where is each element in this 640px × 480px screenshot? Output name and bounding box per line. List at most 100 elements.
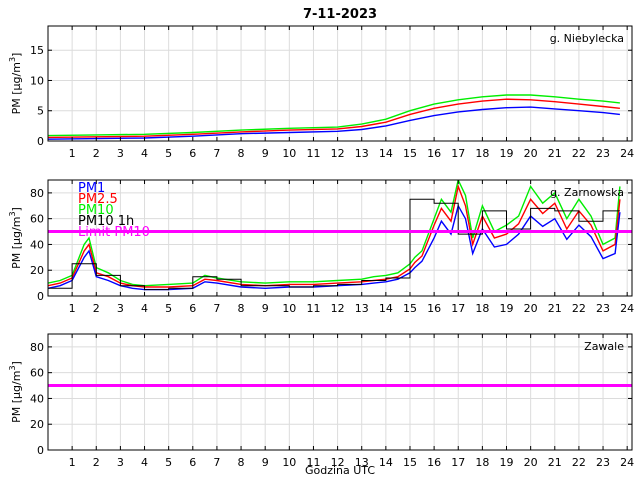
x-tick-label: 5	[165, 456, 172, 469]
series-pm1	[48, 203, 621, 291]
chart-title: 7-11-2023	[303, 7, 377, 22]
x-tick-label: 7	[213, 302, 220, 315]
x-tick-label: 9	[262, 147, 269, 160]
y-tick-label: 80	[30, 187, 44, 200]
panel-1: 1 2 3 4 5 6 7 8 9 10 11 12 13 14 15 16 17 18 19 20 21 22 23 240…	[8, 25, 634, 160]
axes-box	[47, 333, 633, 451]
panel-2: 1 2 3 4 5 6 7 8 9 10 11 12 13 14 15 16 17 18 19 20 21 22 23 240…	[8, 179, 634, 315]
x-tick-label: 4	[141, 147, 148, 160]
x-tick-label: 10	[282, 456, 296, 469]
x-tick-label: 20	[524, 456, 538, 469]
x-tick-label: 7	[213, 456, 220, 469]
x-tick-label: 18	[475, 456, 489, 469]
y-tick-label: 0	[37, 444, 44, 457]
plot-area	[48, 180, 632, 291]
x-tick-label: 15	[403, 147, 417, 160]
x-axis-label: Godzina UTC	[305, 464, 375, 477]
x-tick-label: 22	[572, 456, 586, 469]
x-tick-label: 16	[427, 456, 441, 469]
x-tick-label: 14	[379, 456, 393, 469]
axes-box	[47, 179, 633, 297]
axes-box	[47, 25, 633, 142]
y-axis-label-close: ]	[10, 207, 23, 211]
y-tick-label: 40	[30, 392, 44, 405]
y-tick-label: 20	[30, 418, 44, 431]
x-tick-label: 11	[306, 147, 320, 160]
x-tick-label: 10	[282, 147, 296, 160]
x-tick-label: 13	[355, 456, 369, 469]
x-tick-label: 15	[403, 456, 417, 469]
x-tick-label: 21	[548, 302, 562, 315]
x-tick-label: 2	[93, 456, 100, 469]
x-tick-label: 19	[500, 302, 514, 315]
y-tick-label: 40	[30, 238, 44, 251]
x-tick-label: 13	[355, 147, 369, 160]
x-tick-label: 3	[117, 147, 124, 160]
x-tick-label: 21	[548, 147, 562, 160]
site-name: g. Zarnowska	[550, 186, 624, 199]
x-tick-label: 22	[572, 302, 586, 315]
x-tick-label: 24	[620, 302, 634, 315]
site-name: g. Niebylecka	[550, 32, 624, 45]
x-tick-label: 20	[524, 147, 538, 160]
x-tick-label: 13	[355, 302, 369, 315]
x-tick-label: 1	[69, 302, 76, 315]
x-tick-label: 21	[548, 456, 562, 469]
x-tick-label: 5	[165, 147, 172, 160]
y-tick-label: 0	[37, 135, 44, 148]
x-tick-label: 3	[117, 302, 124, 315]
series-pm1	[48, 106, 620, 140]
y-tick-label: 0	[37, 290, 44, 303]
y-axis-label: PM [µg/m3]	[8, 361, 23, 423]
y-axis-label-close: ]	[10, 361, 23, 365]
x-tick-label: 5	[165, 302, 172, 315]
legend-entry: PM10 1h	[78, 214, 134, 229]
legend-entry: PM2.5	[78, 192, 118, 207]
x-tick-label: 2	[93, 302, 100, 315]
y-tick-label: 60	[30, 213, 44, 226]
x-tick-label: 16	[427, 302, 441, 315]
x-tick-label: 8	[238, 456, 245, 469]
x-tick-label: 12	[331, 147, 345, 160]
series-pm10-1h	[48, 198, 620, 291]
y-axis-label-exponent: 3	[8, 211, 17, 216]
series-pm10	[48, 94, 620, 137]
y-tick-label: 5	[37, 105, 44, 118]
x-tick-label: 15	[403, 302, 417, 315]
x-tick-label: 2	[93, 147, 100, 160]
x-tick-label: 1	[69, 456, 76, 469]
x-tick-label: 19	[500, 456, 514, 469]
y-axis-label-text: PM [µg/m	[10, 217, 23, 269]
x-tick-label: 12	[331, 302, 345, 315]
y-axis-label-exponent: 3	[8, 365, 17, 370]
y-tick-label: 10	[30, 74, 44, 87]
x-tick-label: 24	[620, 147, 634, 160]
legend-entry: Limit PM10	[78, 225, 150, 240]
x-tick-label: 3	[117, 456, 124, 469]
x-tick-label: 18	[475, 147, 489, 160]
x-tick-label: 23	[596, 147, 610, 160]
x-tick-label: 11	[306, 456, 320, 469]
x-tick-label: 23	[596, 456, 610, 469]
plot-area	[48, 94, 620, 140]
x-tick-label: 18	[475, 302, 489, 315]
y-tick-label: 60	[30, 367, 44, 380]
y-axis-label-text: PM [µg/m	[10, 62, 23, 114]
x-tick-label: 19	[500, 147, 514, 160]
legend-entry: PM1	[78, 181, 105, 196]
y-tick-label: 80	[30, 341, 44, 354]
x-tick-label: 14	[379, 302, 393, 315]
x-tick-label: 23	[596, 302, 610, 315]
y-axis-label-text: PM [µg/m	[10, 371, 23, 423]
x-tick-label: 24	[620, 456, 634, 469]
panels-group: 1 2 3 4 5 6 7 8 9 10 11 12 13 14 15 16 17 18 19 20 21 22 23 240…	[8, 25, 634, 469]
x-tick-label: 4	[141, 456, 148, 469]
x-tick-label: 9	[262, 456, 269, 469]
x-tick-label: 12	[331, 456, 345, 469]
y-tick-label: 20	[30, 264, 44, 277]
panel-3: 1 2 3 4 5 6 7 8 9 10 11 12 13 14 15 16 17 18 19 20 21 22 23 240…	[8, 333, 634, 469]
x-tick-label: 17	[451, 456, 465, 469]
x-tick-label: 7	[213, 147, 220, 160]
x-tick-label: 10	[282, 302, 296, 315]
x-tick-label: 8	[238, 147, 245, 160]
